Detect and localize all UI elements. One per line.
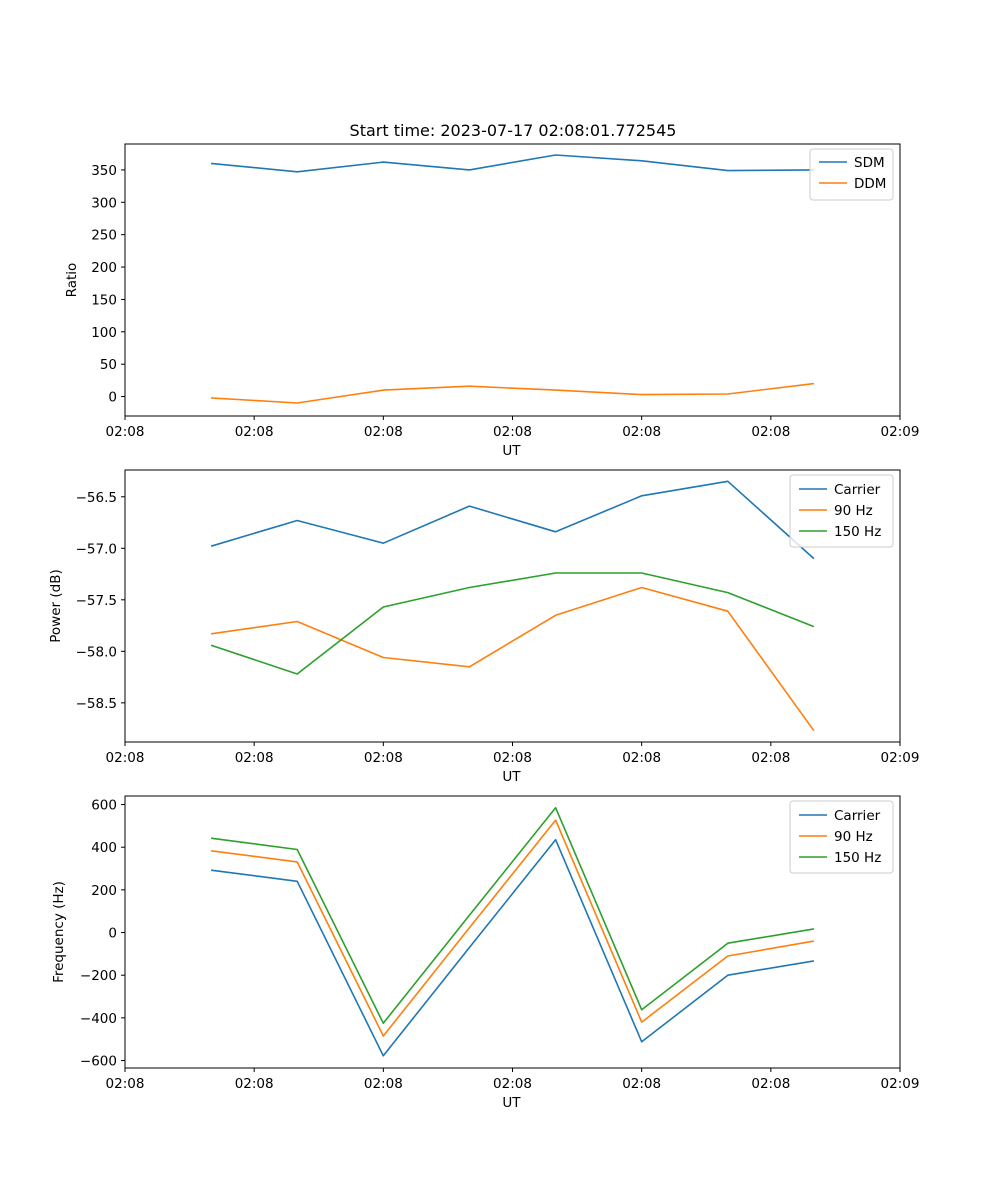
x-tick-label: 02:08: [493, 750, 532, 766]
legend: Carrier 90 Hz 150 Hz: [789, 800, 894, 874]
y-axis-label: Frequency (Hz): [51, 881, 67, 983]
y-axis-label: Power (dB): [48, 569, 64, 642]
x-tick-label: 02:08: [622, 750, 661, 766]
legend-entry: SDM: [854, 155, 885, 171]
x-tick-label: 02:08: [493, 424, 532, 440]
x-tick-label: 02:08: [622, 1076, 661, 1092]
x-tick-label: 02:09: [881, 424, 920, 440]
legend: Carrier 90 Hz 150 Hz: [789, 474, 894, 548]
y-tick-label: −57.0: [76, 541, 117, 557]
x-tick-label: 02:08: [106, 1076, 145, 1092]
x-tick-label: 02:08: [106, 424, 145, 440]
x-tick-label: 02:08: [751, 424, 790, 440]
y-tick-label: 0: [108, 926, 117, 942]
axes-frame: [124, 469, 901, 743]
panel-3: 02:08 02:08 02:08 02:08 02:08 02:08 02:09 −600 −…: [51, 795, 920, 1111]
y-tick-label: 50: [100, 357, 117, 373]
y-tick-label: 350: [91, 163, 117, 179]
y-tick-label: −58.5: [76, 696, 117, 712]
series-line-150-hz: [210, 806, 815, 1025]
y-tick-label: 200: [91, 260, 117, 276]
y-tick-label: 100: [91, 325, 117, 341]
y-tick-label: −600: [80, 1054, 117, 1070]
series-line-90-hz: [210, 819, 815, 1037]
y-tick-label: 250: [91, 228, 117, 244]
x-tick-label: 02:08: [106, 750, 145, 766]
y-tick-label: 300: [91, 195, 117, 211]
x-axis-label: UT: [502, 769, 521, 785]
x-axis-label: UT: [502, 443, 521, 459]
y-tick-label: −57.5: [76, 593, 117, 609]
legend-entry: 150 Hz: [834, 524, 881, 540]
y-axis-label: Ratio: [64, 263, 80, 298]
series-line-90-hz: [210, 586, 815, 732]
series-line-sdm: [211, 154, 814, 173]
x-tick-label: 02:08: [493, 1076, 532, 1092]
legend-entry: 90 Hz: [834, 829, 873, 845]
x-tick-label: 02:08: [364, 750, 403, 766]
axes-frame: [124, 143, 901, 417]
x-tick-label: 02:08: [622, 424, 661, 440]
y-tick-label: 400: [91, 840, 117, 856]
x-tick-label: 02:08: [751, 1076, 790, 1092]
legend-box: [789, 800, 894, 874]
y-tick-label: −58.0: [76, 644, 117, 660]
y-tick-label: 200: [91, 883, 117, 899]
x-tick-label: 02:08: [235, 750, 274, 766]
x-tick-label: 02:08: [235, 424, 274, 440]
x-tick-label: 02:08: [364, 424, 403, 440]
legend-entry: 150 Hz: [834, 850, 881, 866]
legend-entry: DDM: [854, 176, 886, 192]
series-line-carrier: [210, 480, 815, 560]
axes-frame: [124, 795, 901, 1069]
y-tick-label: −200: [80, 968, 117, 984]
y-tick-label: 600: [91, 798, 117, 814]
panel-1: 02:08 02:08 02:08 02:08 02:08 02:08 02:09 0 50 10…: [64, 143, 920, 459]
y-tick-label: 0: [108, 390, 117, 406]
x-tick-label: 02:08: [751, 750, 790, 766]
legend: SDM DDM: [809, 148, 894, 201]
y-tick-label: −400: [80, 1011, 117, 1027]
x-tick-label: 02:09: [881, 1076, 920, 1092]
x-tick-label: 02:08: [235, 1076, 274, 1092]
series-line-carrier: [210, 838, 815, 1057]
series-line-ddm: [211, 382, 814, 404]
legend-entry: Carrier: [834, 482, 881, 498]
legend-box: [789, 474, 894, 548]
series-line-150-hz: [210, 572, 815, 675]
legend-entry: Carrier: [834, 808, 881, 824]
legend-entry: 90 Hz: [834, 503, 873, 519]
y-tick-label: 150: [91, 292, 117, 308]
y-tick-label: −56.5: [76, 490, 117, 506]
panel-2: 02:08 02:08 02:08 02:08 02:08 02:08 02:09 −58.5…: [48, 469, 920, 785]
x-axis-label: UT: [502, 1095, 521, 1111]
x-tick-label: 02:09: [881, 750, 920, 766]
chart-title: Start time: 2023-07-17 02:08:01.772545: [350, 121, 677, 140]
x-tick-label: 02:08: [364, 1076, 403, 1092]
